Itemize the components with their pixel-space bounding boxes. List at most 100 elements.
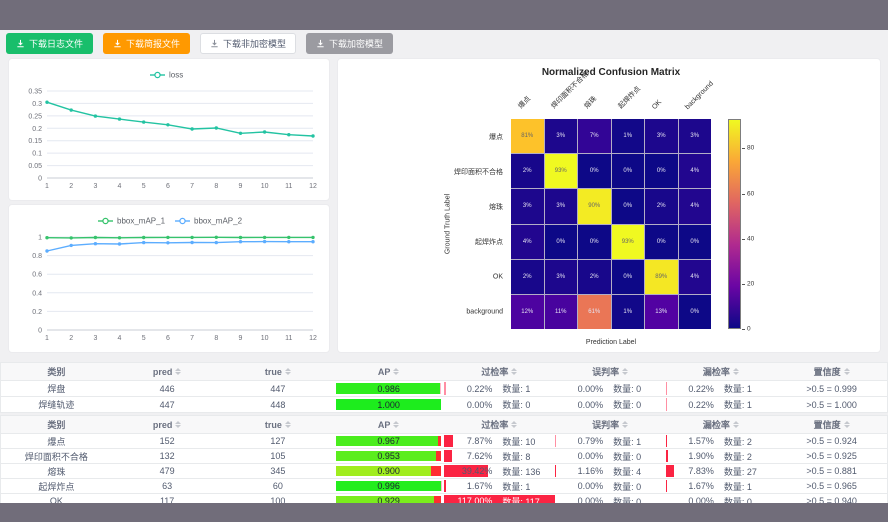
- rate-count: 数量: 2: [723, 436, 752, 447]
- heatmap-cell: 0%: [611, 154, 644, 189]
- rate-count: 数量: 0: [613, 451, 642, 462]
- overdetect-rate-cell: 1.67% 数量: 1: [444, 479, 555, 493]
- rate-bar: [665, 480, 668, 492]
- svg-text:6: 6: [166, 335, 170, 342]
- caret-up-icon: [622, 368, 629, 371]
- column-header-3[interactable]: AP: [333, 363, 444, 380]
- table-header-row: 类别 pred true AP 过检率 误判率 漏检率 置信度: [1, 416, 887, 433]
- ap-value: 0.996: [377, 481, 400, 491]
- ap-bar: 0.967: [336, 436, 441, 446]
- sort-caret-icon: [175, 368, 182, 375]
- heatmap-cell: 11%: [544, 294, 577, 329]
- column-header-2[interactable]: true: [222, 416, 334, 433]
- sort-caret-icon: [732, 368, 739, 375]
- svg-text:5: 5: [142, 183, 146, 190]
- caret-up-icon: [732, 368, 739, 371]
- rate-bar: [444, 480, 446, 492]
- sort-caret-icon: [284, 368, 291, 375]
- rate-count: 数量: 1: [613, 436, 642, 447]
- heatmap-cell: 3%: [544, 119, 577, 154]
- column-header-3[interactable]: AP: [333, 416, 444, 433]
- matrix-row-label: OK: [492, 273, 503, 280]
- column-header-1[interactable]: pred: [111, 363, 223, 380]
- matrix-column-label: 爆点: [516, 95, 532, 111]
- svg-text:8: 8: [214, 183, 218, 190]
- heatmap-cell: 2%: [511, 154, 544, 189]
- column-header-6[interactable]: 漏检率: [665, 416, 777, 433]
- heatmap-cell: 0%: [611, 259, 644, 294]
- category-cell: 爆点: [47, 436, 66, 447]
- svg-text:0.1: 0.1: [32, 151, 42, 158]
- svg-text:loss: loss: [169, 71, 183, 80]
- column-header-6[interactable]: 漏检率: [665, 363, 777, 380]
- svg-text:0.2: 0.2: [32, 309, 42, 316]
- column-header-label: 漏检率: [702, 367, 730, 377]
- heatmap-cell: 3%: [511, 189, 544, 224]
- sort-caret-icon: [511, 421, 518, 428]
- ap-cell: 0.900: [333, 464, 444, 478]
- sort-caret-icon: [622, 421, 629, 428]
- rate-bar: [665, 450, 668, 462]
- rate-count: 数量: 1: [723, 400, 752, 410]
- svg-text:3: 3: [93, 335, 97, 342]
- download-icon: [16, 39, 25, 48]
- caret-down-icon: [843, 372, 850, 375]
- caret-down-icon: [393, 372, 400, 375]
- column-header-5[interactable]: 误判率: [554, 416, 666, 433]
- caret-down-icon: [511, 425, 518, 428]
- svg-text:0.15: 0.15: [28, 138, 42, 145]
- caret-up-icon: [843, 421, 850, 424]
- legend-item[interactable]: bbox_mAP_2: [175, 217, 243, 226]
- bbox-map-chart-card: 0 0.2 0.4 0.6 0.8 1 1 2 3 4 5 6 7 8 9 10 11 12 bbox_mAP_1 b…: [8, 204, 330, 353]
- category-cell: 起焊炸点: [38, 481, 75, 492]
- heatmap-cell: 0%: [645, 154, 678, 189]
- column-header-2[interactable]: true: [222, 363, 334, 380]
- rate-count: 数量: 4: [613, 466, 642, 477]
- heatmap-cell: 90%: [578, 189, 611, 224]
- rate-percent: 1.16%: [577, 466, 604, 476]
- svg-text:bbox_mAP_1: bbox_mAP_1: [117, 217, 166, 226]
- caret-up-icon: [511, 421, 518, 424]
- column-header-7[interactable]: 置信度: [776, 416, 887, 433]
- misjudge-rate-cell: 0.00% 数量: 0: [555, 397, 666, 412]
- column-header-label: 过检率: [481, 420, 509, 430]
- rate-count: 数量: 0: [613, 481, 642, 492]
- table-row: 起焊炸点 63 60 0.996 1.67% 数量: 1 0.00% 数量: 0 1.67% 数量…: [1, 478, 887, 493]
- svg-text:0.4: 0.4: [32, 290, 42, 297]
- caret-up-icon: [732, 421, 739, 424]
- defect-summary-table: 类别 pred true AP 过检率 误判率 漏检率 置信度 爆点 152 127 0.967 7.8…: [0, 415, 888, 509]
- table-row: 熔珠 479 345 0.900 39.42% 数量: 136 1.16% 数量: 4 7.83…: [1, 463, 887, 478]
- pred-cell: 447: [159, 399, 175, 410]
- miss-rate-cell: 1.67% 数量: 1: [665, 479, 777, 493]
- legend-item[interactable]: loss: [150, 71, 183, 80]
- download-log-button[interactable]: 下载日志文件: [6, 33, 94, 54]
- colorbar-tick: [742, 238, 745, 240]
- colorbar-tick-label: 20: [747, 280, 755, 288]
- legend-item[interactable]: bbox_mAP_1: [98, 217, 166, 226]
- column-header-1[interactable]: pred: [111, 416, 223, 433]
- column-header-4[interactable]: 过检率: [444, 363, 555, 380]
- button-label: 下载非加密模型: [223, 39, 287, 49]
- download-unencrypted-model-button[interactable]: 下载非加密模型: [200, 33, 297, 54]
- column-header-5[interactable]: 误判率: [554, 363, 666, 380]
- heatmap-cell: 2%: [645, 189, 678, 224]
- heatmap-cell: 3%: [544, 189, 577, 224]
- rate-bar: [554, 435, 557, 447]
- rate-percent: 1.67%: [466, 481, 493, 491]
- rate-percent: 0.00%: [466, 399, 493, 410]
- download-encrypted-model-button[interactable]: 下载加密模型: [306, 33, 394, 54]
- ap-value: 0.900: [377, 466, 400, 476]
- table-row: 焊印面积不合格 132 105 0.953 7.62% 数量: 8 0.00% 数量: 0 1.…: [1, 448, 887, 463]
- overdetect-rate-cell: 0.22% 数量: 1: [444, 381, 555, 396]
- svg-text:12: 12: [309, 335, 317, 342]
- svg-text:0.8: 0.8: [32, 253, 42, 260]
- ap-value: 0.929: [377, 496, 400, 506]
- download-report-button[interactable]: 下载简报文件: [103, 33, 191, 54]
- confidence-cell: >0.5 = 0.925: [806, 451, 857, 461]
- column-header-4[interactable]: 过检率: [444, 416, 555, 433]
- rate-count: 数量: 0: [613, 384, 642, 394]
- column-header-7[interactable]: 置信度: [776, 363, 887, 380]
- bottom-band: [0, 503, 888, 522]
- y-axis-label: Ground Truth Label: [444, 193, 452, 255]
- ap-bar: 1.000: [336, 399, 441, 410]
